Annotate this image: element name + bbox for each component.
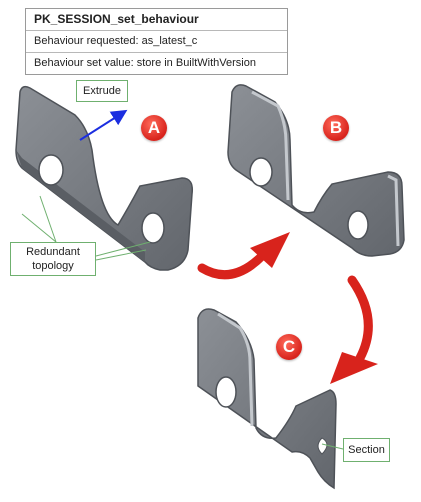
flow-arrow-a-to-b-head [250,232,290,268]
flow-arrow-a-to-b [197,251,267,280]
badge-c: C [276,334,302,360]
redundant-callout-line1: Redundant [26,246,80,258]
section-callout: Section [343,438,390,462]
part-b [227,84,405,257]
behaviour-set-value-row: Behaviour set value: store in BuiltWithV… [26,52,287,74]
behaviour-table: PK_SESSION_set_behaviour Behaviour reque… [25,8,288,75]
badge-b: B [323,115,349,141]
extrude-arrow [79,109,128,141]
flow-arrow-b-to-c-head [330,352,378,384]
part-a [15,85,194,271]
table-title: PK_SESSION_set_behaviour [34,12,199,26]
flow-arrow-b-to-c [347,275,373,363]
extrude-callout: Extrude [76,80,128,102]
badge-a: A [141,115,167,141]
part-c [197,308,337,490]
redundant-callout-line2: topology [32,260,74,272]
callout-leaders [21,195,344,450]
redundant-topology-callout: Redundant topology [10,242,96,276]
behaviour-requested-row: Behaviour requested: as_latest_c [26,30,287,52]
